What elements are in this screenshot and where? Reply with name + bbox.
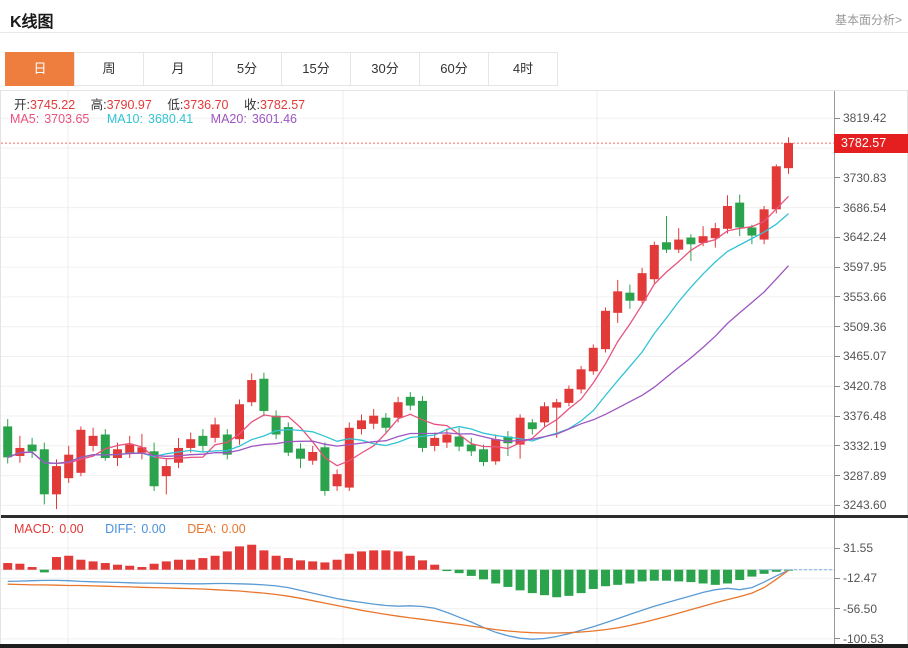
value-axis: 3782.57 3819.423775.133730.833686.543642… <box>834 91 908 647</box>
tick-mark <box>835 266 840 268</box>
tick-mark <box>835 504 840 506</box>
chart-container: 开:3745.22 高:3790.97 低:3736.70 收:3782.57 … <box>0 90 908 647</box>
macd-chart[interactable] <box>1 518 908 645</box>
tab-5min[interactable]: 5分 <box>212 52 282 86</box>
price-tick-label: 3243.60 <box>835 497 886 513</box>
tick-mark <box>835 177 840 179</box>
tick-mark <box>835 326 840 328</box>
tick-mark <box>835 236 840 238</box>
tick-mark <box>835 415 840 417</box>
fundamental-analysis-link[interactable]: 基本面分析> <box>834 13 902 27</box>
price-tick-label: 3553.66 <box>835 289 886 305</box>
tick-mark <box>835 577 840 579</box>
price-tick-label: 3730.83 <box>835 170 886 186</box>
macd-tick-label: -56.50 <box>835 601 877 617</box>
price-tick-label: 3642.24 <box>835 229 886 245</box>
macd-tick-label: -100.53 <box>835 631 884 647</box>
price-tick-label: 3287.89 <box>835 468 886 484</box>
price-tick-label: 3686.54 <box>835 200 886 216</box>
price-tick-label: 3420.78 <box>835 378 886 394</box>
tick-mark <box>835 547 840 549</box>
bottom-border <box>0 644 908 648</box>
tab-60min[interactable]: 60分 <box>419 52 489 86</box>
tick-mark <box>835 355 840 357</box>
tick-mark <box>835 445 840 447</box>
tab-week[interactable]: 周 <box>74 52 144 86</box>
tab-day[interactable]: 日 <box>5 52 75 86</box>
tick-mark <box>835 385 840 387</box>
tab-4hour[interactable]: 4时 <box>488 52 558 86</box>
price-tick-label: 3465.07 <box>835 348 886 364</box>
tick-mark <box>835 608 840 610</box>
macd-tick-label: -12.47 <box>835 570 877 586</box>
tick-mark <box>835 207 840 209</box>
current-price-badge: 3782.57 <box>834 133 908 153</box>
tab-15min[interactable]: 15分 <box>281 52 351 86</box>
period-tabs: 日 周 月 5分 15分 30分 60分 4时 <box>5 52 558 86</box>
header-divider <box>0 32 908 33</box>
price-tick-label: 3332.19 <box>835 438 886 454</box>
tab-month[interactable]: 月 <box>143 52 213 86</box>
tick-mark <box>835 475 840 477</box>
price-tick-label: 3819.42 <box>835 110 886 126</box>
price-tick-label: 3509.36 <box>835 319 886 335</box>
tick-mark <box>835 296 840 298</box>
tick-mark <box>835 117 840 119</box>
panel-divider <box>1 515 908 518</box>
price-tick-label: 3376.48 <box>835 408 886 424</box>
tick-mark <box>835 638 840 640</box>
price-tick-label: 3597.95 <box>835 259 886 275</box>
macd-tick-label: 31.55 <box>835 540 873 556</box>
price-chart[interactable] <box>1 91 908 515</box>
tab-30min[interactable]: 30分 <box>350 52 420 86</box>
page-title: K线图 <box>10 14 54 31</box>
